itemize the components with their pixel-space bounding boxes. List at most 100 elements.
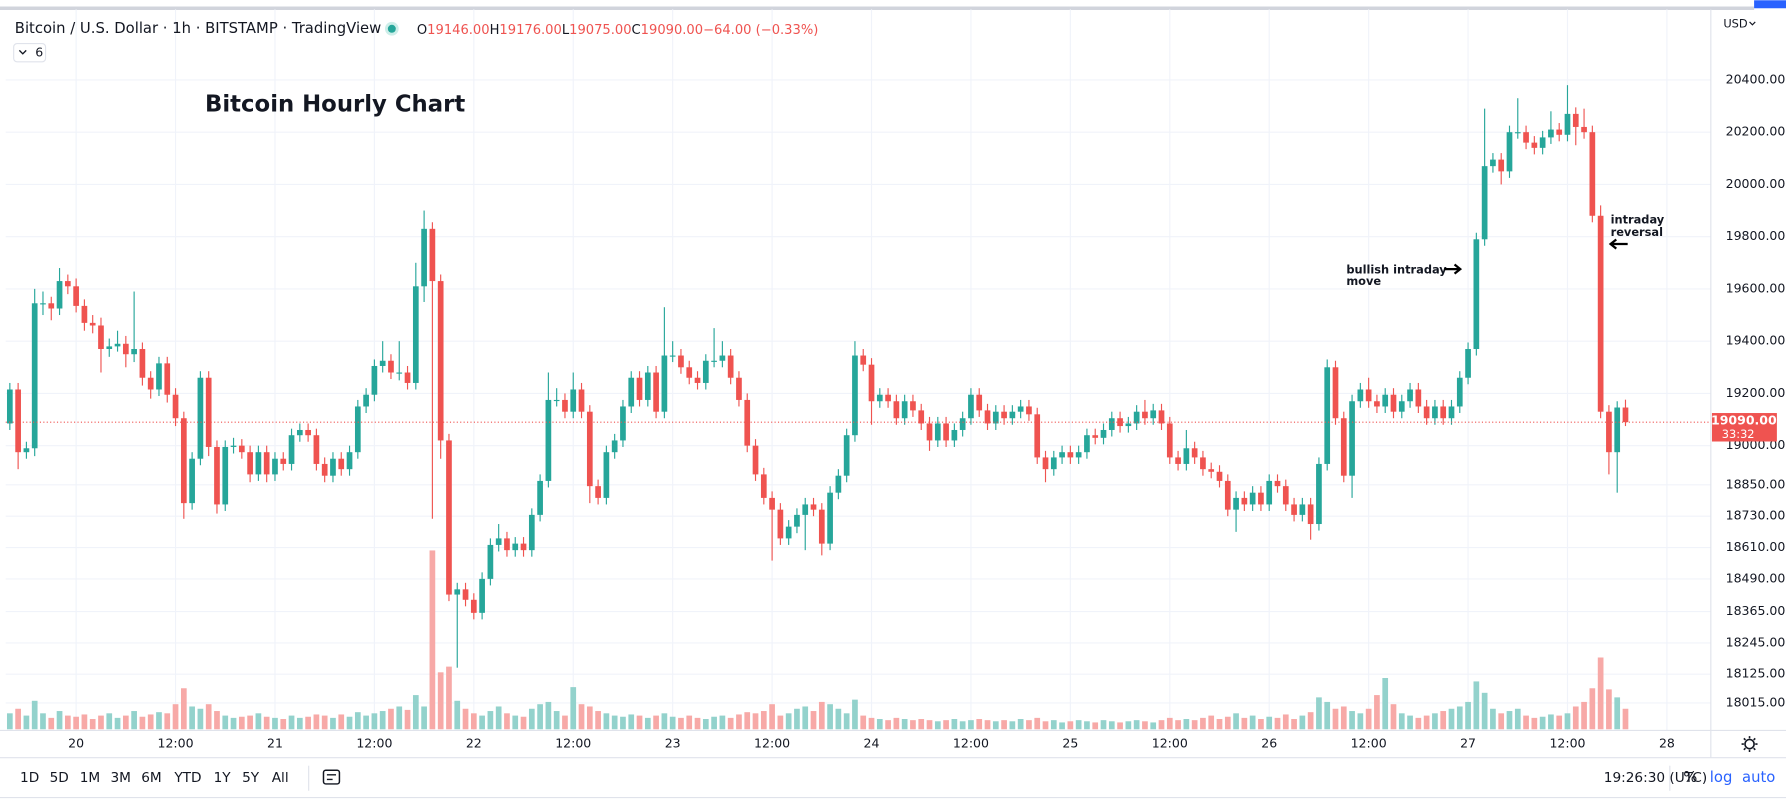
volume-bar bbox=[1332, 708, 1339, 730]
volume-bar bbox=[404, 709, 411, 730]
volume-bar bbox=[305, 716, 311, 730]
candle-body bbox=[487, 544, 494, 579]
candle-body bbox=[1224, 480, 1231, 510]
candle-body bbox=[926, 423, 933, 441]
candle-body bbox=[205, 377, 212, 447]
candle-body bbox=[1614, 407, 1621, 453]
y-tick-label: 18245.00 bbox=[1726, 634, 1786, 649]
range-button[interactable]: 5Y bbox=[242, 770, 260, 786]
volume-bar bbox=[1117, 722, 1123, 730]
volume-bar bbox=[528, 708, 535, 730]
candle-body bbox=[1506, 132, 1513, 172]
y-tick-label: 19600.00 bbox=[1726, 280, 1786, 295]
candle-body bbox=[1423, 406, 1430, 419]
candle-body bbox=[1191, 448, 1198, 458]
candle-body bbox=[1581, 126, 1587, 133]
volume-bar bbox=[238, 716, 245, 730]
candle-body bbox=[636, 377, 643, 400]
volume-bar bbox=[487, 711, 494, 730]
corner-tab bbox=[1754, 0, 1786, 9]
volume-bar bbox=[1084, 721, 1090, 730]
volume-bar bbox=[644, 717, 651, 730]
volume-bar bbox=[1200, 717, 1206, 730]
volume-bar bbox=[180, 688, 187, 730]
candle-body bbox=[1100, 429, 1107, 438]
settings-icon[interactable] bbox=[1741, 736, 1758, 753]
scale-option[interactable]: log bbox=[1710, 769, 1733, 786]
range-button[interactable]: 1D bbox=[20, 770, 39, 786]
range-button[interactable]: 1M bbox=[80, 770, 100, 786]
candle-body bbox=[992, 411, 999, 424]
volume-bar bbox=[893, 717, 900, 730]
volume-bar bbox=[852, 699, 858, 730]
volume-bar bbox=[1067, 721, 1074, 730]
candle-body bbox=[156, 363, 162, 390]
volume-bar bbox=[429, 550, 436, 730]
candle-body bbox=[984, 410, 991, 424]
candle-body bbox=[89, 322, 96, 326]
scale-option[interactable]: auto bbox=[1742, 769, 1775, 786]
volume-bar bbox=[412, 695, 419, 730]
volume-bar bbox=[901, 719, 908, 730]
volume-bar bbox=[1390, 704, 1397, 730]
volume-bar bbox=[669, 716, 676, 730]
ohlc-value: 19176.00 bbox=[499, 22, 561, 37]
volume-bar bbox=[760, 711, 767, 730]
candle-body bbox=[1324, 367, 1331, 464]
symbol-title: Bitcoin / U.S. Dollar · 1h · BITSTAMP · … bbox=[15, 20, 381, 37]
range-button[interactable]: YTD bbox=[173, 770, 201, 786]
range-button[interactable]: 1Y bbox=[214, 770, 232, 786]
candle-body bbox=[114, 343, 121, 347]
scale-option[interactable]: % bbox=[1683, 769, 1697, 786]
volume-bar bbox=[1490, 708, 1496, 730]
range-button[interactable]: 3M bbox=[110, 770, 130, 786]
volume-bar bbox=[876, 719, 883, 730]
y-tick-label: 18730.00 bbox=[1726, 508, 1786, 523]
volume-bar bbox=[1034, 717, 1041, 730]
date-range-icon[interactable] bbox=[322, 769, 341, 785]
candle-body bbox=[545, 399, 552, 481]
volume-bar bbox=[6, 713, 13, 730]
volume-bar bbox=[421, 706, 427, 730]
volume-bar bbox=[1100, 720, 1107, 730]
y-tick-label: 18850.00 bbox=[1726, 476, 1786, 491]
candle-body bbox=[495, 538, 502, 545]
currency[interactable]: USD bbox=[1723, 17, 1748, 31]
change: −64.00 (−0.33%) bbox=[703, 22, 818, 37]
candle-body bbox=[1572, 113, 1579, 127]
candle-body bbox=[1556, 129, 1563, 135]
countdown: 33:32 bbox=[1722, 427, 1755, 441]
range-button[interactable]: 6M bbox=[141, 770, 161, 786]
y-tick-label: 18125.00 bbox=[1726, 666, 1786, 681]
y-tick-label: 18610.00 bbox=[1726, 539, 1786, 554]
candle-body bbox=[1233, 497, 1239, 510]
volume-bar bbox=[1606, 689, 1612, 730]
volume-bar bbox=[1440, 711, 1447, 730]
candles bbox=[5, 85, 1711, 668]
range-button[interactable]: All bbox=[272, 770, 289, 786]
range-button[interactable]: 5D bbox=[50, 770, 69, 786]
candle-body bbox=[172, 394, 179, 419]
volume-pane bbox=[6, 550, 1629, 730]
indicators-toggle[interactable] bbox=[13, 42, 47, 63]
volume-bar bbox=[40, 713, 46, 730]
candle-body bbox=[180, 418, 187, 504]
volume-bar bbox=[934, 721, 941, 730]
volume-bar bbox=[1357, 713, 1364, 730]
volume-bar bbox=[1158, 720, 1165, 730]
volume-bar bbox=[1307, 712, 1314, 730]
indicator-count: 6 bbox=[35, 45, 43, 60]
volume-bar bbox=[1382, 678, 1389, 730]
candle-body bbox=[330, 458, 336, 476]
y-tick-label: 18490.00 bbox=[1726, 570, 1786, 585]
chevron-icon bbox=[1749, 21, 1756, 26]
candle-body bbox=[785, 526, 792, 539]
market-status bbox=[387, 24, 396, 33]
volume-bar bbox=[603, 713, 610, 730]
candle-body bbox=[164, 363, 171, 395]
x-tick-label: 22 bbox=[466, 736, 482, 751]
volume-bar bbox=[1556, 715, 1563, 730]
candle-body bbox=[48, 303, 55, 309]
candle-body bbox=[412, 286, 419, 383]
candle-body bbox=[1415, 389, 1422, 407]
